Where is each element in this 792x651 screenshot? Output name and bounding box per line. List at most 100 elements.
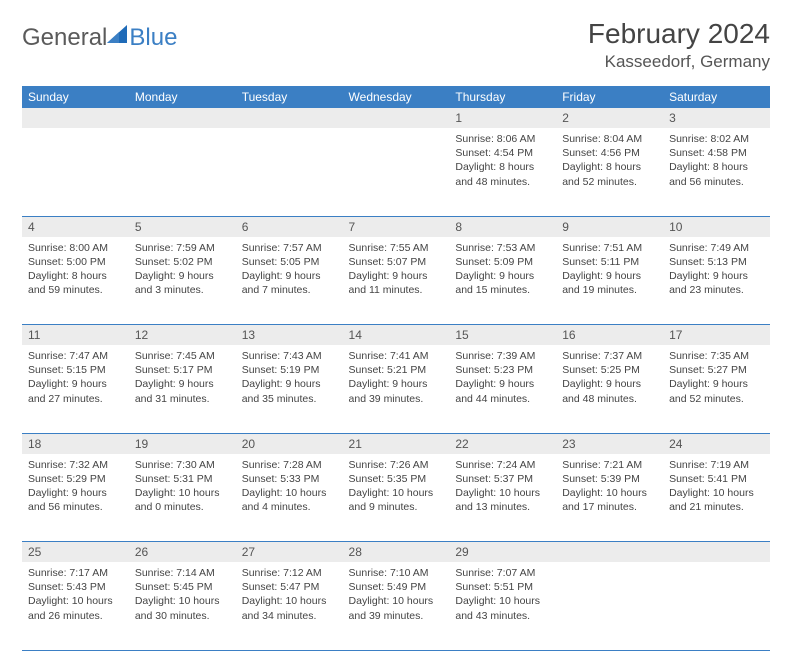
day1-text: Daylight: 9 hours	[349, 269, 444, 283]
location: Kasseedorf, Germany	[588, 52, 770, 72]
sunrise-text: Sunrise: 8:04 AM	[562, 132, 657, 146]
sunrise-text: Sunrise: 7:10 AM	[349, 566, 444, 580]
sunrise-text: Sunrise: 7:43 AM	[242, 349, 337, 363]
day-cell: Sunrise: 7:07 AMSunset: 5:51 PMDaylight:…	[449, 562, 556, 650]
day-cell: Sunrise: 7:39 AMSunset: 5:23 PMDaylight:…	[449, 345, 556, 433]
day-details: Sunrise: 8:02 AMSunset: 4:58 PMDaylight:…	[669, 132, 764, 189]
sunrise-text: Sunrise: 8:06 AM	[455, 132, 550, 146]
day-number: 24	[663, 433, 770, 454]
sunset-text: Sunset: 5:07 PM	[349, 255, 444, 269]
day-number: 18	[22, 433, 129, 454]
day-number: 25	[22, 542, 129, 563]
day2-text: and 11 minutes.	[349, 283, 444, 297]
day1-text: Daylight: 9 hours	[455, 377, 550, 391]
day-number: 17	[663, 325, 770, 346]
calendar-table: Sunday Monday Tuesday Wednesday Thursday…	[22, 86, 770, 651]
day-cell	[556, 562, 663, 650]
day-details: Sunrise: 8:06 AMSunset: 4:54 PMDaylight:…	[455, 132, 550, 189]
day2-text: and 7 minutes.	[242, 283, 337, 297]
day-cell	[663, 562, 770, 650]
day-number-row: 123	[22, 108, 770, 128]
logo: General Blue	[22, 24, 177, 52]
day-details: Sunrise: 7:12 AMSunset: 5:47 PMDaylight:…	[242, 566, 337, 623]
weekday-header: Wednesday	[343, 86, 450, 108]
day1-text: Daylight: 9 hours	[562, 377, 657, 391]
day-number	[236, 108, 343, 128]
day2-text: and 19 minutes.	[562, 283, 657, 297]
day-details: Sunrise: 7:26 AMSunset: 5:35 PMDaylight:…	[349, 458, 444, 515]
sunrise-text: Sunrise: 7:30 AM	[135, 458, 230, 472]
day-details: Sunrise: 7:37 AMSunset: 5:25 PMDaylight:…	[562, 349, 657, 406]
day-number: 10	[663, 216, 770, 237]
day-number: 13	[236, 325, 343, 346]
day-number: 11	[22, 325, 129, 346]
day1-text: Daylight: 8 hours	[669, 160, 764, 174]
logo-sail-icon	[107, 25, 127, 43]
day2-text: and 56 minutes.	[669, 175, 764, 189]
day-number: 29	[449, 542, 556, 563]
title-block: February 2024 Kasseedorf, Germany	[588, 18, 770, 72]
day-details: Sunrise: 7:32 AMSunset: 5:29 PMDaylight:…	[28, 458, 123, 515]
day-cell	[343, 128, 450, 216]
day2-text: and 56 minutes.	[28, 500, 123, 514]
day-number: 1	[449, 108, 556, 128]
day-number: 4	[22, 216, 129, 237]
sunset-text: Sunset: 5:39 PM	[562, 472, 657, 486]
day-number-row: 2526272829	[22, 542, 770, 563]
day-cell: Sunrise: 7:35 AMSunset: 5:27 PMDaylight:…	[663, 345, 770, 433]
day-number	[663, 542, 770, 563]
day-details: Sunrise: 7:45 AMSunset: 5:17 PMDaylight:…	[135, 349, 230, 406]
day-cell: Sunrise: 7:57 AMSunset: 5:05 PMDaylight:…	[236, 237, 343, 325]
day1-text: Daylight: 9 hours	[135, 377, 230, 391]
day1-text: Daylight: 8 hours	[28, 269, 123, 283]
sunset-text: Sunset: 5:09 PM	[455, 255, 550, 269]
sunset-text: Sunset: 4:58 PM	[669, 146, 764, 160]
day-number: 20	[236, 433, 343, 454]
sunrise-text: Sunrise: 7:24 AM	[455, 458, 550, 472]
day1-text: Daylight: 9 hours	[562, 269, 657, 283]
day-content-row: Sunrise: 7:17 AMSunset: 5:43 PMDaylight:…	[22, 562, 770, 650]
day-details: Sunrise: 7:30 AMSunset: 5:31 PMDaylight:…	[135, 458, 230, 515]
header: General Blue February 2024 Kasseedorf, G…	[22, 18, 770, 72]
day-number	[22, 108, 129, 128]
day-details: Sunrise: 7:59 AMSunset: 5:02 PMDaylight:…	[135, 241, 230, 298]
day-details: Sunrise: 7:51 AMSunset: 5:11 PMDaylight:…	[562, 241, 657, 298]
day1-text: Daylight: 10 hours	[242, 594, 337, 608]
sunset-text: Sunset: 5:33 PM	[242, 472, 337, 486]
day2-text: and 31 minutes.	[135, 392, 230, 406]
day-cell: Sunrise: 8:04 AMSunset: 4:56 PMDaylight:…	[556, 128, 663, 216]
day1-text: Daylight: 10 hours	[455, 486, 550, 500]
day1-text: Daylight: 10 hours	[349, 594, 444, 608]
day1-text: Daylight: 9 hours	[349, 377, 444, 391]
day-number-row: 45678910	[22, 216, 770, 237]
sunrise-text: Sunrise: 7:17 AM	[28, 566, 123, 580]
sunset-text: Sunset: 5:17 PM	[135, 363, 230, 377]
day1-text: Daylight: 9 hours	[669, 269, 764, 283]
sunset-text: Sunset: 5:00 PM	[28, 255, 123, 269]
day-number	[556, 542, 663, 563]
day-cell: Sunrise: 7:41 AMSunset: 5:21 PMDaylight:…	[343, 345, 450, 433]
sunrise-text: Sunrise: 7:32 AM	[28, 458, 123, 472]
logo-text-1: General	[22, 24, 107, 52]
day-cell: Sunrise: 8:00 AMSunset: 5:00 PMDaylight:…	[22, 237, 129, 325]
sunrise-text: Sunrise: 7:26 AM	[349, 458, 444, 472]
sunrise-text: Sunrise: 7:57 AM	[242, 241, 337, 255]
day-details: Sunrise: 7:14 AMSunset: 5:45 PMDaylight:…	[135, 566, 230, 623]
day-content-row: Sunrise: 8:06 AMSunset: 4:54 PMDaylight:…	[22, 128, 770, 216]
day-details: Sunrise: 7:07 AMSunset: 5:51 PMDaylight:…	[455, 566, 550, 623]
sunset-text: Sunset: 5:25 PM	[562, 363, 657, 377]
day-number: 7	[343, 216, 450, 237]
day-cell: Sunrise: 7:14 AMSunset: 5:45 PMDaylight:…	[129, 562, 236, 650]
day-number: 3	[663, 108, 770, 128]
day1-text: Daylight: 10 hours	[242, 486, 337, 500]
day1-text: Daylight: 10 hours	[135, 594, 230, 608]
sunrise-text: Sunrise: 7:51 AM	[562, 241, 657, 255]
day2-text: and 27 minutes.	[28, 392, 123, 406]
day-number: 22	[449, 433, 556, 454]
sunrise-text: Sunrise: 7:39 AM	[455, 349, 550, 363]
day-details: Sunrise: 7:17 AMSunset: 5:43 PMDaylight:…	[28, 566, 123, 623]
sunset-text: Sunset: 5:21 PM	[349, 363, 444, 377]
day2-text: and 9 minutes.	[349, 500, 444, 514]
day-details: Sunrise: 7:49 AMSunset: 5:13 PMDaylight:…	[669, 241, 764, 298]
sunrise-text: Sunrise: 7:35 AM	[669, 349, 764, 363]
